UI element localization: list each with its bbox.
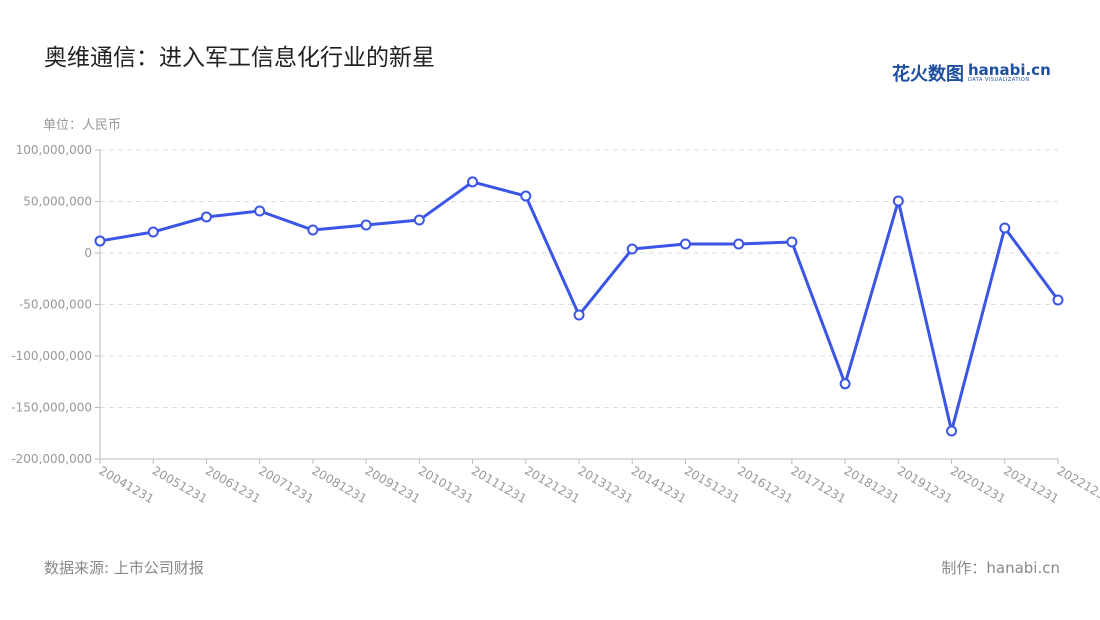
x-tick-label: 20111231 [469,463,529,506]
y-tick-label: -150,000,000 [11,401,92,415]
data-point [94,235,106,247]
x-tick-label: 20171231 [788,463,848,506]
data-source: 数据来源: 上市公司财报 [44,559,204,577]
data-point [733,238,745,250]
data-point [1052,294,1064,306]
y-tick-label: -200,000,000 [11,452,92,466]
data-point [679,238,691,250]
y-tick-label: 0 [84,246,92,260]
data-point [147,226,159,238]
maker-credit: 制作：hanabi.cn [941,559,1060,577]
x-tick-label: 20191231 [895,463,955,506]
data-point [520,190,532,202]
x-tick-label: 20221231 [1055,463,1100,506]
data-point [626,243,638,255]
data-point [786,236,798,248]
y-tick-label: 100,000,000 [16,143,92,157]
x-tick-label: 20131231 [576,463,636,506]
x-tick-label: 20091231 [363,463,423,506]
data-point [839,378,851,390]
logo-cn: 花火数图 [892,64,964,85]
data-point [254,205,266,217]
y-tick-label: -50,000,000 [19,298,92,312]
x-tick-label: 20071231 [256,463,316,506]
x-tick-label: 20101231 [416,463,476,506]
x-tick-label: 20201231 [948,463,1008,506]
data-point [573,309,585,321]
x-tick-label: 20211231 [1001,463,1061,506]
x-tick-label: 20141231 [629,463,689,506]
y-axis-label: 单位：人民币 [43,118,122,133]
x-tick-label: 20061231 [203,463,263,506]
y-tick-label: -100,000,000 [11,349,92,363]
x-tick-label: 20161231 [735,463,795,506]
data-point [999,222,1011,234]
y-tick-label: 50,000,000 [23,195,92,209]
brand-logo: 花火数图 hanabi.cn DATA VISUALIZATION [892,60,1051,86]
chart-title: 奥维通信：进入军工信息化行业的新星 [44,45,435,71]
data-point [360,219,372,231]
x-tick-label: 20081231 [309,463,369,506]
data-point [307,224,319,236]
x-tick-label: 20051231 [150,463,210,506]
data-point [946,425,958,437]
logo-en: hanabi.cn [968,61,1051,79]
data-point [200,211,212,223]
series-line [99,180,1060,433]
data-point [892,195,904,207]
x-tick-label: 20121231 [522,463,582,506]
x-tick-label: 20041231 [97,463,157,506]
x-tick-label: 20181231 [842,463,902,506]
logo-tagline: DATA VISUALIZATION [968,77,1030,83]
x-tick-label: 20151231 [682,463,742,506]
data-point [467,176,479,188]
logo-en-block: hanabi.cn DATA VISUALIZATION [968,63,1051,83]
data-point [413,214,425,226]
